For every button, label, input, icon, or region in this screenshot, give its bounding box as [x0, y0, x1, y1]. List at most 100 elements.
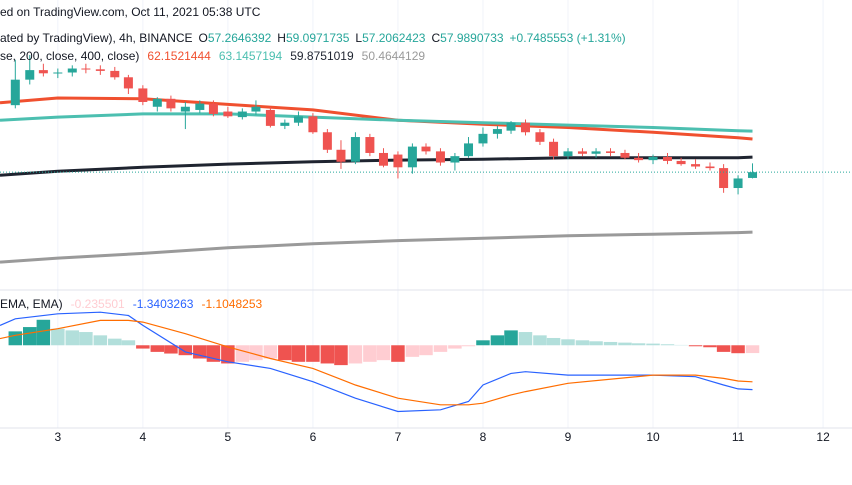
candle-body: [251, 106, 261, 112]
candle-body: [308, 116, 318, 133]
candle-body: [435, 151, 445, 163]
candle-body: [180, 106, 190, 112]
candle-body: [478, 133, 488, 144]
candle-body: [620, 152, 630, 158]
histogram-bar: [51, 328, 65, 346]
x-tick-label: 4: [140, 430, 147, 444]
candle-body: [492, 129, 502, 134]
histogram-bar: [235, 345, 250, 362]
histogram-bar: [419, 345, 433, 356]
histogram-bar: [278, 345, 292, 361]
plot: [0, 54, 852, 413]
candle-body: [237, 111, 247, 118]
ema-legend: se, 200, close, 400, close) 62.1521444 63.…: [0, 49, 425, 63]
histogram-bar: [291, 345, 306, 362]
candle-body: [365, 137, 375, 153]
histogram-bar: [121, 340, 136, 346]
histogram-bar: [108, 338, 122, 346]
candle-body: [563, 151, 573, 157]
candle-body: [393, 154, 403, 168]
ema-value: 59.8751019: [290, 49, 354, 63]
histogram-value: -0.235501: [71, 297, 125, 311]
histogram-bar: [405, 345, 420, 357]
indicator-title: se, 200, close, 400, close): [0, 49, 139, 63]
histogram-bar: [546, 337, 561, 346]
x-tick-label: 3: [54, 430, 61, 444]
histogram-bar: [646, 343, 660, 346]
candle-body: [336, 149, 346, 162]
histogram-bar: [249, 345, 263, 361]
ema-line: [0, 230, 753, 264]
candle-body: [662, 156, 672, 161]
macd-value: -1.3403263: [133, 297, 194, 311]
histogram-bar: [363, 345, 377, 362]
histogram-bar: [263, 345, 278, 359]
candle-body: [265, 109, 275, 126]
ohlc-label: H: [277, 31, 286, 45]
candle-body: [506, 122, 516, 131]
histogram-bar: [8, 331, 23, 346]
histogram-bar: [504, 330, 518, 346]
histogram-bar: [320, 345, 335, 364]
candle-body: [152, 98, 162, 107]
x-tick-label: 9: [565, 430, 572, 444]
candle-body: [691, 164, 701, 167]
histogram-bar: [618, 342, 632, 346]
histogram-bar: [376, 345, 391, 361]
histogram-bar: [65, 330, 80, 346]
histogram-bar: [461, 345, 476, 347]
histogram-bar: [660, 344, 675, 346]
ohlc-label: O: [199, 31, 208, 45]
candle-body: [350, 137, 360, 162]
grid: [57, 0, 824, 428]
candle-body: [634, 157, 644, 161]
histogram-bar: [688, 345, 703, 347]
candle-body: [223, 111, 233, 117]
x-tick-label: 12: [816, 430, 830, 444]
candle-body: [293, 116, 303, 123]
macd-value: -1.1048253: [201, 297, 262, 311]
candle-body: [464, 143, 474, 157]
candle-body: [421, 146, 431, 152]
legend-title: ated by TradingView), 4h, BINANCE: [0, 31, 193, 45]
histogram-bar: [79, 332, 93, 346]
histogram-bar: [306, 345, 320, 362]
candle-body: [67, 68, 77, 73]
candle-body: [407, 146, 417, 168]
candle-body: [38, 70, 48, 74]
candle-body: [719, 168, 729, 189]
ohlc-value: 59.0971735: [286, 31, 350, 45]
x-tick-label: 6: [310, 430, 317, 444]
histogram-bar: [561, 339, 575, 346]
histogram-bar: [631, 343, 646, 346]
publish-note: ed on TradingView.com, Oct 11, 2021 05:3…: [0, 5, 261, 19]
candle-body: [81, 68, 91, 70]
ema-value: 50.4644129: [362, 49, 426, 63]
candle-body: [95, 69, 105, 71]
candle-body: [123, 77, 133, 89]
candle-body: [166, 98, 176, 109]
ohlc-value: 57.2062423: [362, 31, 426, 45]
histogram-bar: [193, 345, 207, 359]
ema-line: [0, 112, 753, 133]
histogram-bar: [731, 345, 745, 354]
ema-value: 63.1457194: [219, 49, 283, 63]
candle-body: [591, 151, 601, 154]
indicator-title: EMA, EMA): [0, 297, 63, 311]
candle-body: [535, 132, 545, 142]
histogram-bar: [36, 319, 51, 346]
candle-body: [748, 172, 758, 178]
histogram-bar: [391, 345, 405, 362]
histogram-bar: [518, 332, 533, 346]
histogram-bar: [589, 341, 603, 346]
candle-body: [733, 178, 743, 189]
macd-legend: EMA, EMA) -0.235501 -1.3403263 -1.1048253: [0, 297, 263, 311]
candle-body: [648, 156, 658, 161]
candle-body: [705, 166, 715, 169]
candle-body: [520, 122, 530, 133]
histogram-bar: [490, 335, 505, 346]
candle-body: [378, 152, 388, 166]
symbol-legend: ated by TradingView), 4h, BINANCE O57.264…: [0, 31, 626, 45]
candle-body: [322, 132, 332, 150]
